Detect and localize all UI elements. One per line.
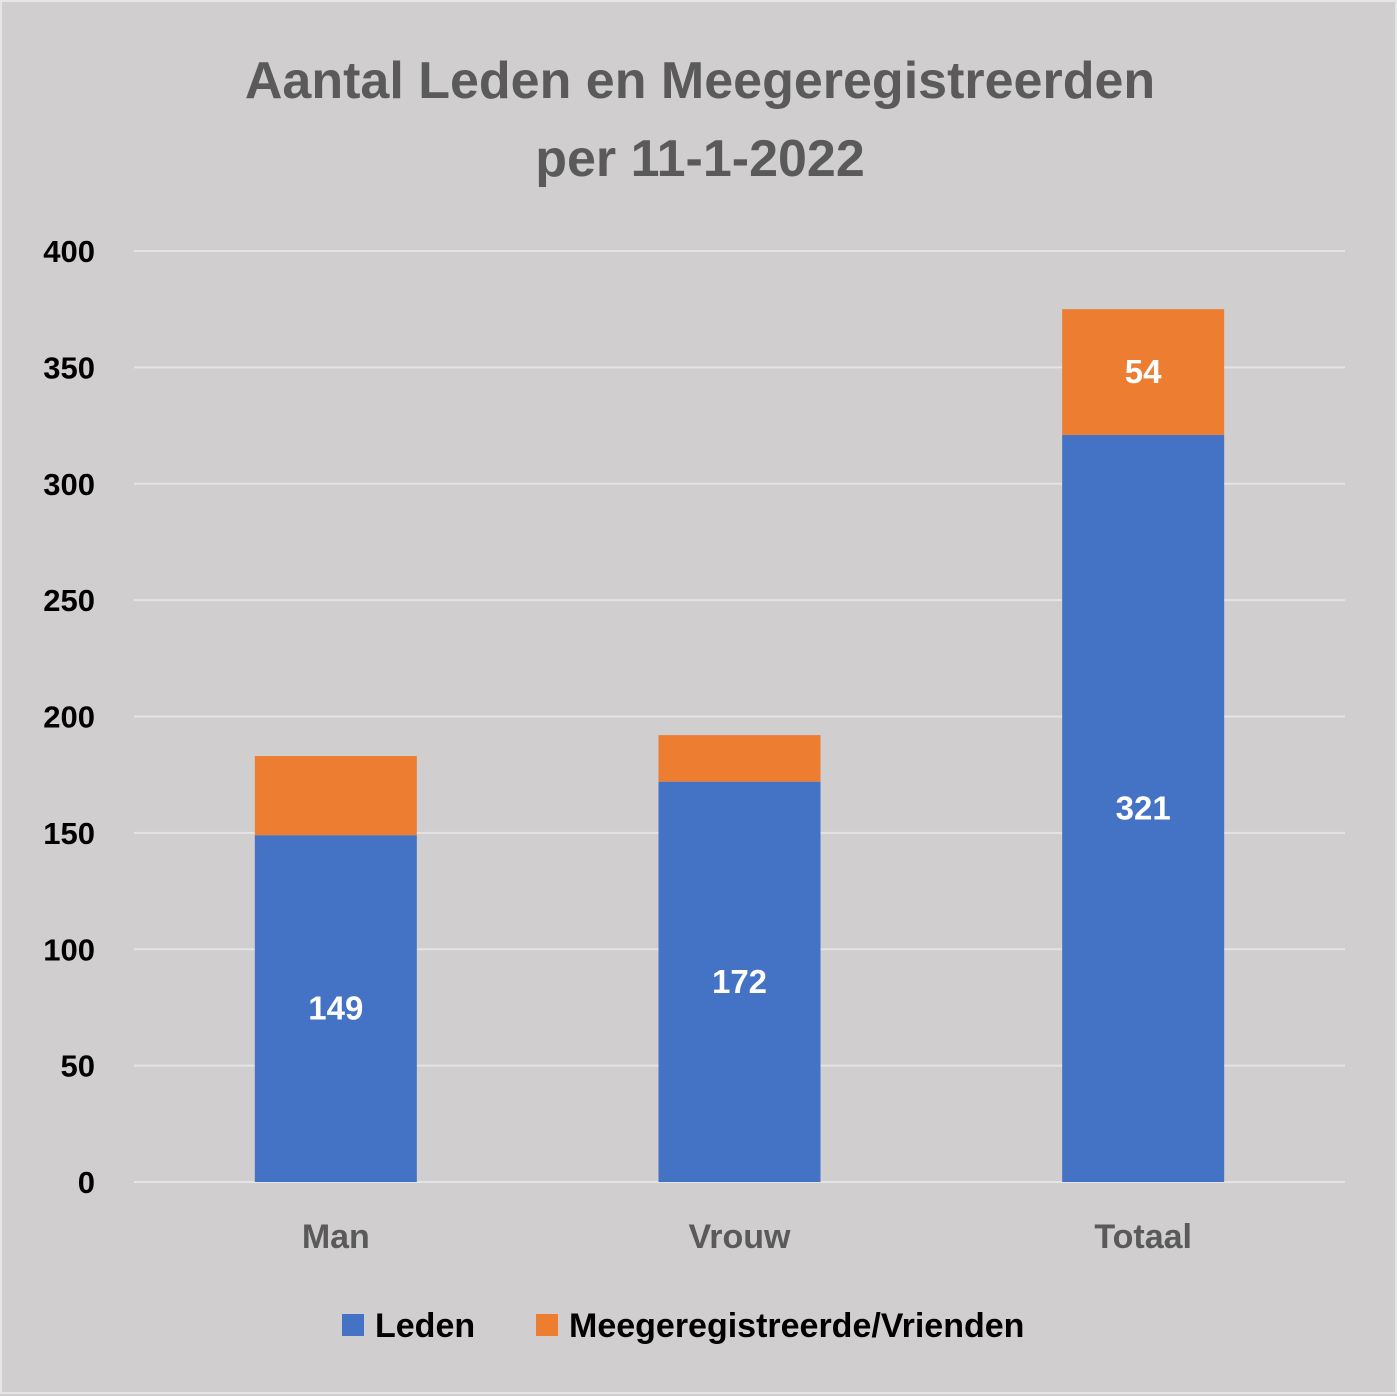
- x-category-label: Man: [302, 1218, 370, 1256]
- legend-swatch: [342, 1314, 364, 1336]
- legend-label: Leden: [375, 1307, 475, 1345]
- bar-leden-vrouw: [658, 781, 821, 1182]
- bar-meegeregistreerde-vrienden-vrouw: [658, 735, 821, 782]
- legend-label: Meegeregistreerde/Vrienden: [569, 1307, 1024, 1345]
- x-category-label: Vrouw: [688, 1218, 791, 1256]
- y-tick-label: 50: [61, 1049, 95, 1084]
- y-tick-label: 100: [43, 932, 95, 967]
- data-label: 54: [1125, 353, 1162, 390]
- data-label: 321: [1116, 789, 1171, 826]
- y-tick-label: 200: [43, 700, 95, 735]
- y-tick-label: 300: [43, 467, 95, 502]
- bar-leden-totaal: [1062, 434, 1225, 1182]
- chart-title-line-1: Aantal Leden en Meegeregistreerden: [245, 52, 1155, 110]
- legend-swatch: [536, 1314, 558, 1336]
- y-tick-label: 250: [43, 583, 95, 618]
- y-tick-label: 150: [43, 816, 95, 851]
- data-label: 172: [712, 963, 767, 1000]
- y-tick-label: 400: [43, 234, 95, 269]
- bar-leden-man: [254, 835, 417, 1182]
- data-label: 149: [308, 990, 363, 1027]
- y-tick-label: 350: [43, 350, 95, 385]
- x-category-label: Totaal: [1094, 1218, 1192, 1256]
- y-tick-label: 0: [78, 1165, 95, 1200]
- bar-meegeregistreerde-vrienden-man: [254, 756, 417, 836]
- bar-meegeregistreerde-vrienden-totaal: [1062, 309, 1225, 435]
- chart-title-line-2: per 11-1-2022: [535, 130, 865, 188]
